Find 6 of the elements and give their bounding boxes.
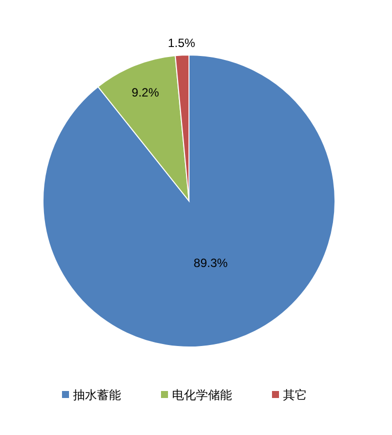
legend-label: 电化学储能	[172, 388, 232, 402]
data-label: 1.5%	[168, 36, 196, 50]
legend-label: 抽水蓄能	[73, 388, 121, 402]
legend-label: 其它	[283, 388, 307, 402]
data-label: 9.2%	[132, 86, 160, 100]
data-label: 89.3%	[194, 256, 228, 270]
